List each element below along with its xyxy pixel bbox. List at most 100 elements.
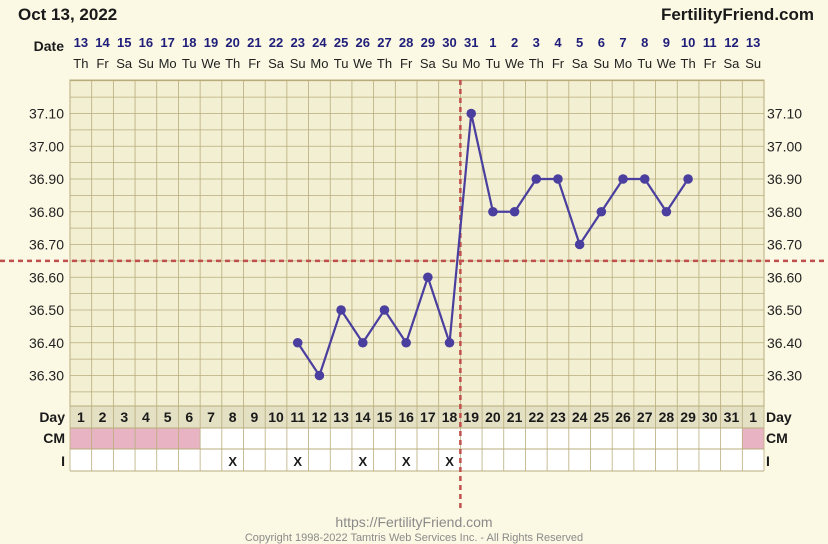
i-cell bbox=[655, 449, 678, 471]
cycle-day-label: 23 bbox=[550, 409, 566, 425]
cm-cell bbox=[91, 428, 114, 449]
y-tick-label-right: 36.50 bbox=[767, 302, 802, 318]
temperature-point bbox=[639, 174, 650, 184]
temperature-point bbox=[314, 370, 325, 381]
cycle-day-label: 13 bbox=[333, 409, 349, 425]
cycle-day-label: 14 bbox=[355, 409, 371, 425]
footer-url[interactable]: https://FertilityFriend.com bbox=[335, 514, 493, 530]
i-cell bbox=[156, 449, 179, 471]
date-tick-label: 5 bbox=[576, 35, 583, 50]
y-tick-label-left: 37.10 bbox=[29, 106, 64, 122]
weekday-label: Tu bbox=[637, 56, 652, 71]
cm-cell bbox=[221, 428, 244, 449]
cycle-day-label: 18 bbox=[442, 409, 458, 425]
i-cell bbox=[698, 449, 721, 471]
date-tick-label: 26 bbox=[356, 35, 370, 50]
date-tick-label: 29 bbox=[421, 35, 435, 50]
date-tick-label: 8 bbox=[641, 35, 648, 50]
cycle-day-label: 9 bbox=[250, 409, 258, 425]
intercourse-mark: X bbox=[228, 454, 237, 469]
date-tick-label: 20 bbox=[225, 35, 239, 50]
weekday-label: We bbox=[353, 56, 372, 71]
i-cell bbox=[178, 449, 201, 471]
cycle-day-label: 25 bbox=[594, 409, 610, 425]
cycle-day-label: 2 bbox=[99, 409, 107, 425]
weekday-label: Fr bbox=[704, 56, 717, 71]
date-tick-label: 31 bbox=[464, 35, 478, 50]
date-tick-label: 12 bbox=[724, 35, 738, 50]
cycle-day-label: 31 bbox=[724, 409, 740, 425]
y-tick-label-left: 36.80 bbox=[29, 204, 64, 220]
cycle-day-label: 1 bbox=[749, 409, 757, 425]
cycle-day-label: 17 bbox=[420, 409, 436, 425]
temperature-point bbox=[661, 206, 672, 217]
date-tick-label: 6 bbox=[598, 35, 605, 50]
date-tick-label: 18 bbox=[182, 35, 196, 50]
weekday-label: Su bbox=[442, 56, 458, 71]
y-tick-label-right: 36.90 bbox=[767, 171, 802, 187]
y-tick-label-right: 36.30 bbox=[767, 368, 802, 384]
cycle-day-label: 29 bbox=[680, 409, 696, 425]
weekday-label: Su bbox=[138, 56, 154, 71]
i-cell bbox=[286, 449, 309, 471]
weekday-label: Fr bbox=[552, 56, 565, 71]
i-cell bbox=[70, 449, 92, 471]
weekday-label: Mo bbox=[462, 56, 480, 71]
cycle-day-label: 21 bbox=[507, 409, 523, 425]
i-cell bbox=[91, 449, 114, 471]
bbt-chart: 37.10 37.10 37.00 37.00 36.90 36.90 36.80 36.80… bbox=[0, 35, 828, 510]
intercourse-mark: X bbox=[293, 454, 302, 469]
cm-cell bbox=[438, 428, 461, 449]
cycle-day-label: 20 bbox=[485, 409, 501, 425]
i-cell bbox=[243, 449, 266, 471]
i-cell bbox=[395, 449, 417, 471]
cycle-day-label: 24 bbox=[572, 409, 588, 425]
date-tick-label: 19 bbox=[204, 35, 218, 50]
cycle-day-label: 5 bbox=[164, 409, 172, 425]
temperature-point bbox=[596, 206, 607, 217]
weekday-label: Su bbox=[745, 56, 761, 71]
temperature-point bbox=[488, 206, 498, 217]
weekday-label: Su bbox=[290, 56, 306, 71]
date-tick-label: 21 bbox=[247, 35, 261, 50]
cycle-day-label: 6 bbox=[185, 409, 193, 425]
cm-cell bbox=[633, 428, 656, 449]
cm-row-label-right: CM bbox=[766, 430, 788, 446]
date-tick-label: 16 bbox=[139, 35, 153, 50]
weekday-label: Tu bbox=[182, 56, 197, 71]
cm-cell bbox=[70, 428, 92, 449]
date-tick-label: 2 bbox=[511, 35, 518, 50]
cycle-day-label: 27 bbox=[637, 409, 653, 425]
i-cell bbox=[742, 449, 764, 471]
site-name[interactable]: FertilityFriend.com bbox=[660, 5, 814, 24]
temperature-point bbox=[531, 174, 542, 184]
date-tick-label: 13 bbox=[746, 35, 760, 50]
temperature-point bbox=[574, 239, 585, 250]
temperature-point bbox=[379, 305, 390, 315]
cm-cell bbox=[612, 428, 634, 449]
intercourse-mark: X bbox=[402, 454, 411, 469]
date-tick-label: 15 bbox=[117, 35, 131, 50]
temperature-point bbox=[444, 337, 455, 348]
temperature-point bbox=[618, 174, 628, 184]
date-tick-label: 7 bbox=[619, 35, 626, 50]
day-row-label-right: Day bbox=[766, 409, 792, 425]
cm-cell bbox=[156, 428, 179, 449]
footer-copyright: Copyright 1998-2022 Tamtris Web Services… bbox=[244, 532, 584, 544]
i-cell bbox=[308, 449, 331, 471]
cm-cell bbox=[460, 428, 483, 449]
i-cell bbox=[677, 449, 699, 471]
cm-cell bbox=[417, 428, 439, 449]
weekday-label: Tu bbox=[486, 56, 501, 71]
i-cell bbox=[590, 449, 613, 471]
temperature-point bbox=[553, 174, 563, 184]
cm-cell bbox=[243, 428, 266, 449]
y-tick-label-left: 36.60 bbox=[29, 269, 64, 285]
date-row-label: Date bbox=[34, 38, 65, 54]
weekday-label: Fr bbox=[248, 56, 261, 71]
cm-cell bbox=[568, 428, 591, 449]
i-cell bbox=[200, 449, 222, 471]
cycle-day-label: 19 bbox=[463, 409, 479, 425]
date-tick-label: 27 bbox=[377, 35, 391, 50]
